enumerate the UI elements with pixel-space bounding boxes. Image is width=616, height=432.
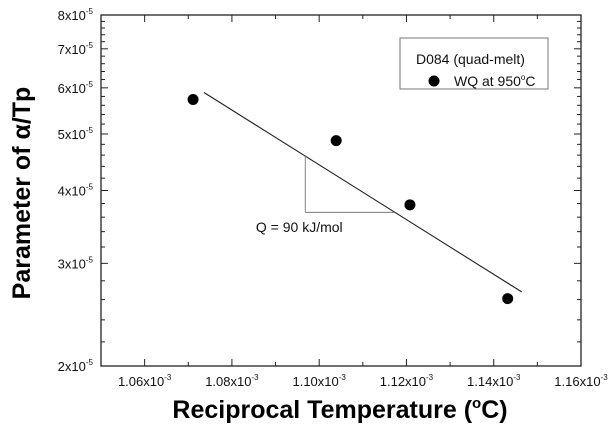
y-tick-label: 3x10-5 (58, 255, 94, 271)
y-tick-label: 8x10-5 (58, 7, 94, 23)
annotation-activation-energy: Q = 90 kJ/mol (256, 219, 343, 235)
y-tick-label: 6x10-5 (58, 80, 94, 96)
x-tick-label: 1.12x10-3 (380, 373, 434, 389)
legend-title: D084 (quad-melt) (416, 51, 525, 67)
x-tick-label: 1.14x10-3 (467, 373, 521, 389)
y-tick-label: 4x10-5 (58, 183, 94, 199)
x-axis-title: Reciprocal Temperature (oC) (172, 395, 507, 424)
y-tick-labels: 2x10-5 3x10-5 4x10-5 5x10-5 6x10-5 7x10-5 8x10… (58, 7, 94, 374)
data-point (330, 135, 342, 147)
x-tick-label: 1.08x10-3 (205, 373, 259, 389)
x-tick-labels: 1.06x10-3 1.08x10-3 1.10x10-3 1.12x10-3 1.14… (118, 373, 608, 389)
x-tick-label: 1.06x10-3 (118, 373, 172, 389)
y-axis-title: Parameter of α/Tp (8, 87, 36, 300)
legend: D084 (quad-melt) WQ at 950oC (399, 37, 549, 90)
fit-line (203, 92, 522, 293)
x-tick-label: 1.10x10-3 (292, 373, 346, 389)
y-tick-label: 7x10-5 (58, 41, 94, 57)
x-tick-label: 1.16x10-3 (554, 373, 608, 389)
axis-ticks (100, 14, 582, 367)
data-point (187, 93, 199, 105)
y-tick-label: 5x10-5 (58, 126, 94, 142)
data-point (502, 293, 514, 305)
legend-box (399, 37, 549, 90)
legend-entry: WQ at 950oC (454, 73, 536, 89)
y-tick-label: 2x10-5 (58, 358, 94, 374)
plot-marks (187, 92, 522, 305)
data-point (404, 199, 416, 211)
legend-marker (428, 75, 440, 87)
